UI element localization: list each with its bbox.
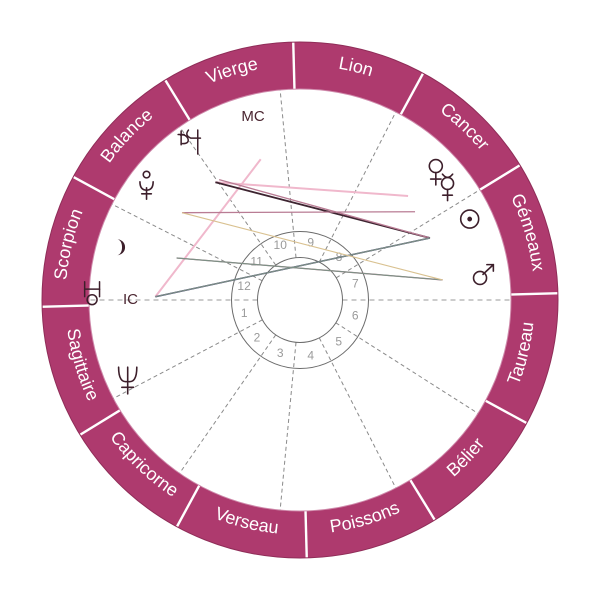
svg-text:4: 4	[307, 349, 314, 363]
svg-text:3: 3	[277, 346, 284, 360]
svg-text:10: 10	[274, 238, 288, 252]
svg-text:6: 6	[352, 308, 359, 322]
svg-text:MC: MC	[241, 108, 264, 125]
svg-text:7: 7	[352, 277, 359, 291]
svg-text:11: 11	[250, 254, 263, 268]
svg-text:IC: IC	[123, 291, 138, 308]
svg-text:5: 5	[335, 335, 342, 349]
svg-text:2: 2	[254, 330, 261, 344]
svg-text:12: 12	[237, 279, 251, 293]
svg-text:9: 9	[307, 236, 314, 250]
svg-text:1: 1	[241, 306, 248, 320]
